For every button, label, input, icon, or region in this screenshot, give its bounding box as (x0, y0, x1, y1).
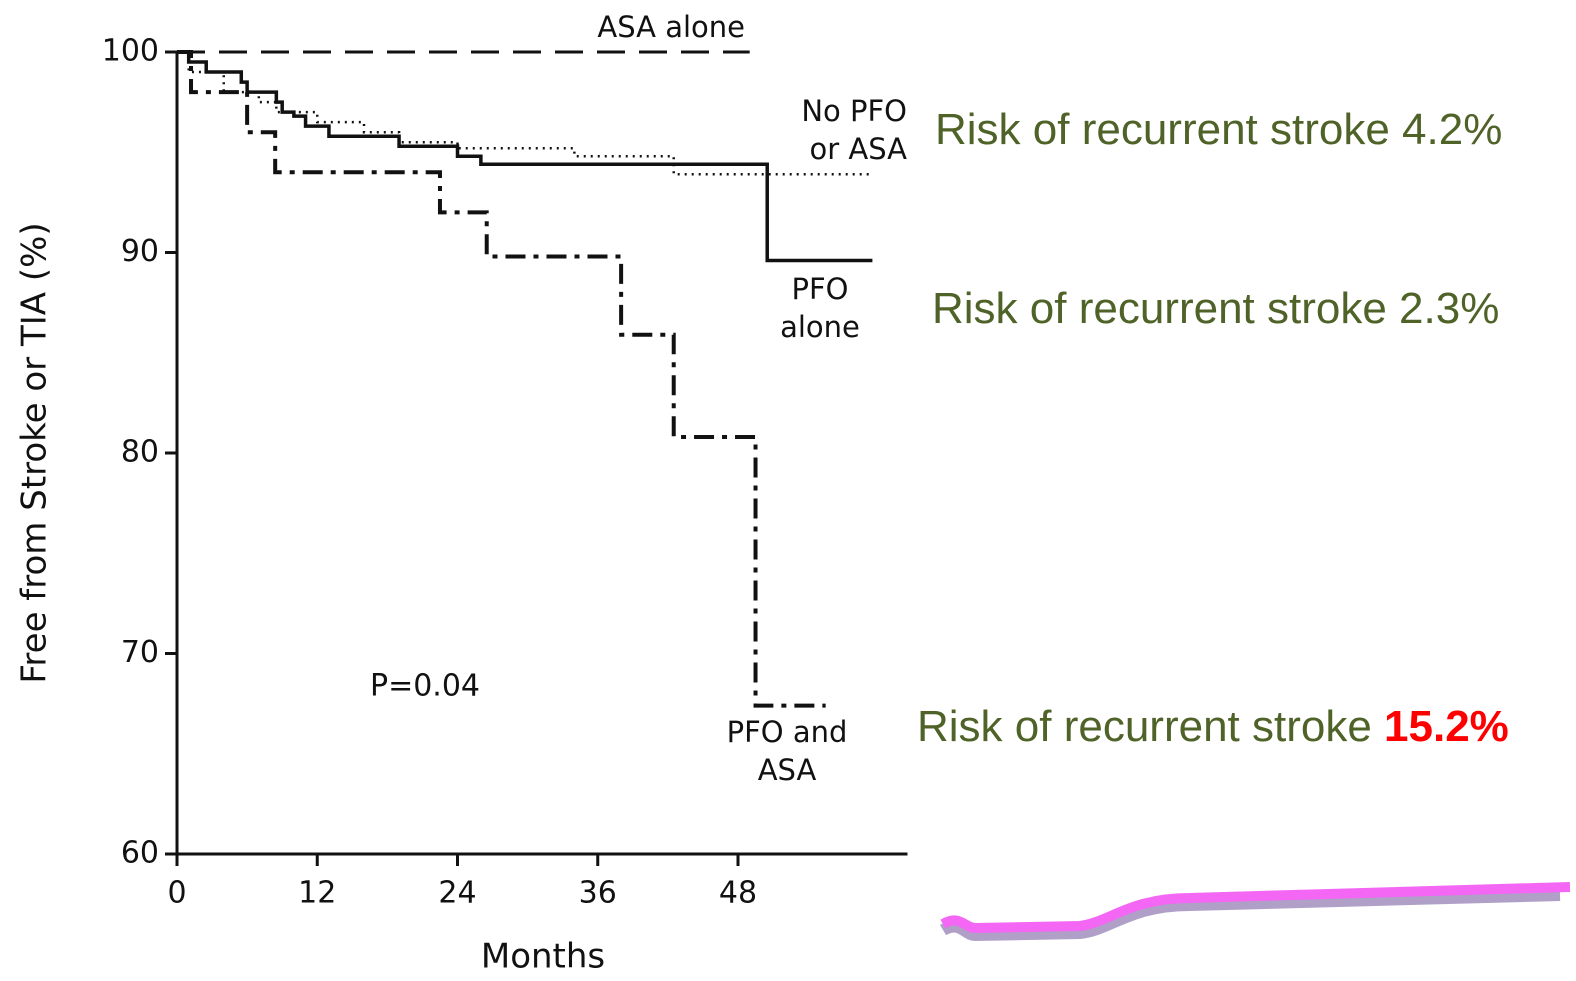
series-label: ASA alone (597, 10, 745, 44)
y-tick-label: 70 (121, 635, 159, 670)
x-tick-label: 24 (438, 876, 476, 911)
risk-note-highlight: 15.2% (1384, 702, 1509, 751)
risk-note: Risk of recurrent stroke 15.2% (917, 702, 1509, 752)
risk-note: Risk of recurrent stroke 2.3% (932, 284, 1500, 333)
series-label: PFO alone (780, 272, 860, 344)
x-tick-label: 0 (167, 876, 186, 911)
survival-line (177, 50, 873, 176)
x-tick-label: 36 (579, 876, 617, 911)
x-axis-title: Months (481, 937, 605, 977)
x-tick-label: 12 (298, 876, 336, 911)
decor-underline (940, 882, 1571, 934)
y-tick-label: 100 (102, 34, 159, 69)
risk-note-text: Risk of recurrent stroke (917, 702, 1372, 751)
y-tick-label: 60 (121, 836, 159, 871)
p-value: P=0.04 (370, 669, 480, 704)
y-tick-label: 80 (121, 435, 159, 470)
risk-note: Risk of recurrent stroke 4.2% (935, 105, 1503, 154)
y-tick-label: 90 (121, 234, 159, 269)
survival-line (177, 50, 826, 708)
y-axis-title: Free from Stroke or TIA (%) (15, 222, 55, 683)
series-label: No PFO or ASA (801, 94, 907, 166)
survival-line (177, 50, 873, 263)
x-tick-label: 48 (719, 876, 757, 911)
decor-underline-shadow (939, 889, 1561, 942)
series-label: PFO and ASA (726, 715, 848, 787)
